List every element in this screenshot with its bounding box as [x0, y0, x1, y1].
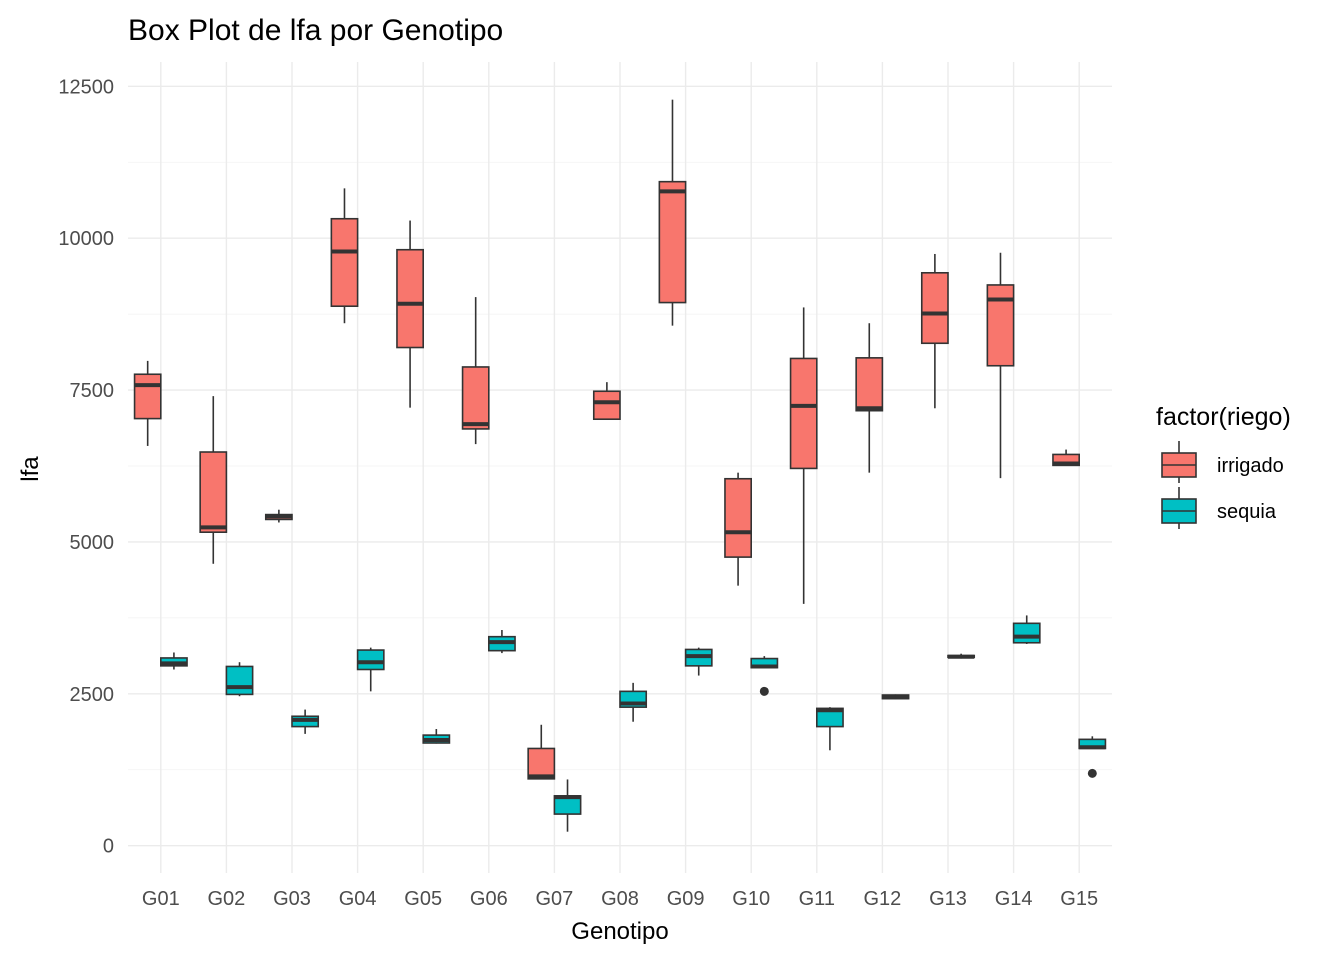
outlier-point [759, 686, 769, 696]
x-tick-label: G13 [929, 888, 967, 910]
box-irrigado-G10 [724, 472, 753, 586]
box-sequia-G07 [553, 779, 582, 832]
box-sequia-G13 [947, 653, 976, 659]
box-irrigado-G07 [527, 724, 556, 780]
box-sequia-G05 [422, 729, 451, 744]
box-sequia-G09 [684, 647, 713, 676]
box-body [1012, 622, 1041, 644]
box-irrigado-G02 [199, 396, 228, 564]
outlier-point [1087, 768, 1097, 778]
box-sequia-G08 [619, 682, 648, 722]
x-tick-label: G10 [732, 888, 770, 910]
box-body [986, 284, 1015, 367]
x-tick-label: G11 [799, 888, 835, 910]
x-tick-label: G12 [863, 888, 901, 910]
x-tick-label: G08 [601, 888, 639, 910]
legend-label: sequia [1217, 501, 1277, 523]
box-irrigado-G09 [658, 99, 687, 326]
box-body [225, 665, 254, 696]
x-tick-label: G14 [995, 888, 1033, 910]
box-body [356, 649, 385, 671]
box-sequia-G02 [225, 662, 254, 697]
legend-item-sequia: sequia [1161, 487, 1277, 529]
box-body [330, 217, 359, 308]
box-sequia-G14 [1012, 615, 1041, 644]
box-irrigado-G13 [920, 253, 949, 409]
y-tick-label: 7500 [70, 380, 115, 402]
legend-title: factor(riego) [1156, 403, 1291, 431]
box-body [724, 477, 753, 558]
box-body [527, 747, 556, 780]
box-sequia-G04 [356, 647, 385, 692]
box-irrigado-G08 [592, 382, 621, 421]
box-irrigado-G06 [461, 297, 490, 445]
box-irrigado-G11 [789, 307, 818, 604]
x-tick-label: G15 [1060, 888, 1098, 910]
box-body [592, 390, 621, 421]
box-irrigado-G14 [986, 252, 1015, 479]
x-tick-label: G05 [404, 888, 442, 910]
box-sequia-G10 [750, 656, 779, 696]
box-body [133, 373, 162, 420]
box-sequia-G01 [160, 652, 188, 670]
legend-label: irrigado [1217, 455, 1284, 477]
y-tick-label: 5000 [70, 532, 115, 554]
box-sequia-G15 [1078, 736, 1107, 778]
x-tick-label: G06 [470, 888, 508, 910]
legend-items: irrigado sequia [1161, 441, 1284, 529]
y-tick-label: 10000 [58, 228, 114, 250]
box-sequia-G06 [487, 630, 516, 654]
box-body [199, 451, 228, 533]
box-body [855, 357, 884, 412]
y-tick-label: 0 [103, 836, 114, 858]
box-sequia-G11 [815, 707, 844, 751]
legend: factor(riego) irrigado sequia [1156, 403, 1291, 529]
box-body [396, 248, 424, 349]
box-body [658, 180, 687, 304]
chart-title: Box Plot de lfa por Genotipo [128, 14, 503, 47]
box-irrigado-G04 [330, 188, 359, 324]
boxes-layer [133, 99, 1107, 832]
box-body [461, 366, 490, 430]
y-tick-label: 2500 [70, 684, 115, 706]
y-axis-title: lfa [17, 456, 44, 482]
box-body [789, 357, 818, 470]
legend-item-irrigado: irrigado [1161, 441, 1284, 483]
box-sequia-G12 [881, 694, 910, 700]
box-irrigado-G05 [396, 220, 424, 408]
x-tick-labels: G01 G02 G03 G04 G05 G06 G07 G08 G09 G10 G11 G12 G13 G… [142, 888, 1098, 910]
x-tick-label: G02 [207, 888, 245, 910]
grid-lines [128, 62, 1112, 873]
x-tick-label: G09 [667, 888, 705, 910]
x-tick-label: G04 [339, 888, 377, 910]
x-tick-label: G01 [142, 888, 180, 910]
x-tick-label: G03 [273, 888, 311, 910]
y-tick-label: 12500 [58, 76, 114, 98]
box-irrigado-G15 [1052, 449, 1080, 467]
box-irrigado-G12 [855, 323, 884, 473]
x-tick-label: G07 [535, 888, 573, 910]
box-sequia-G03 [291, 709, 320, 734]
box-body [920, 271, 949, 345]
y-tick-labels: 0 2500 5000 7500 10000 12500 [58, 76, 114, 857]
box-irrigado-G03 [264, 509, 293, 523]
box-irrigado-G01 [133, 360, 162, 446]
x-axis-title: Genotipo [571, 918, 668, 945]
